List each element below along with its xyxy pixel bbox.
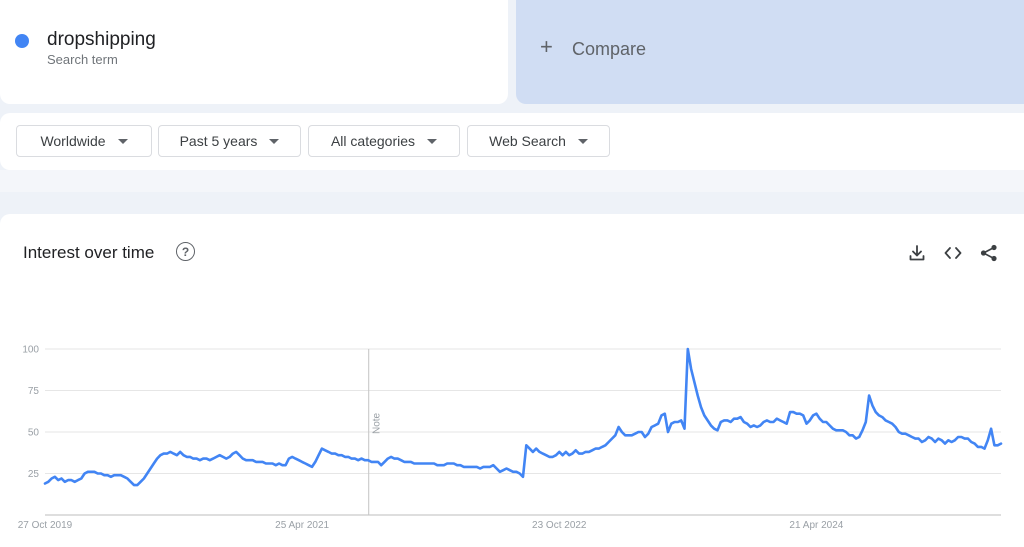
property-dropdown-label: Web Search <box>489 133 566 149</box>
category-dropdown-label: All categories <box>330 133 416 149</box>
property-dropdown[interactable]: Web Search <box>467 125 610 157</box>
x-tick-label: 21 Apr 2024 <box>789 520 843 531</box>
x-tick-label: 23 Oct 2022 <box>532 520 587 531</box>
y-tick-label: 25 <box>28 469 40 480</box>
plus-icon: + <box>540 34 553 59</box>
interest-over-time-chart: 25 50 75 100 27 Oct 2019 25 Apr 2021 23 Oct 20… <box>18 345 1003 531</box>
x-tick-label: 25 Apr 2021 <box>275 520 329 531</box>
interest-over-time-card: 25 50 75 100 27 Oct 2019 25 Apr 2021 23 Oct 20… <box>0 214 1024 547</box>
region-dropdown-label: Worldwide <box>40 133 106 149</box>
x-tick-label: 27 Oct 2019 <box>18 520 73 531</box>
compare-button[interactable]: + Compare <box>516 0 1024 104</box>
download-icon[interactable] <box>907 243 927 263</box>
share-icon[interactable] <box>979 243 999 263</box>
y-tick-label: 75 <box>28 386 40 397</box>
search-term-subtitle: Search term <box>47 52 118 67</box>
search-term-name[interactable]: dropshipping <box>47 29 156 50</box>
note-label: Note <box>372 412 383 434</box>
compare-label: Compare <box>572 39 647 59</box>
caret-down-icon <box>427 138 438 144</box>
search-term-card[interactable]: dropshipping Search term <box>0 0 508 104</box>
category-dropdown[interactable]: All categories <box>308 125 460 157</box>
period-dropdown[interactable]: Past 5 years <box>158 125 301 157</box>
period-dropdown-label: Past 5 years <box>179 133 258 149</box>
section-divider <box>0 170 1024 192</box>
caret-down-icon <box>269 138 280 144</box>
chart-title: Interest over time <box>23 243 155 262</box>
caret-down-icon <box>577 138 588 144</box>
filter-bar: Worldwide Past 5 years All categories We… <box>0 113 1024 170</box>
y-tick-label: 100 <box>22 345 39 356</box>
y-tick-label: 50 <box>28 428 40 439</box>
embed-code-icon[interactable] <box>943 243 963 263</box>
series-color-dot <box>15 34 29 48</box>
region-dropdown[interactable]: Worldwide <box>16 125 152 157</box>
help-circle-icon[interactable]: ? <box>176 242 195 261</box>
caret-down-icon <box>117 138 128 144</box>
series-line-dropshipping <box>43 347 1003 487</box>
